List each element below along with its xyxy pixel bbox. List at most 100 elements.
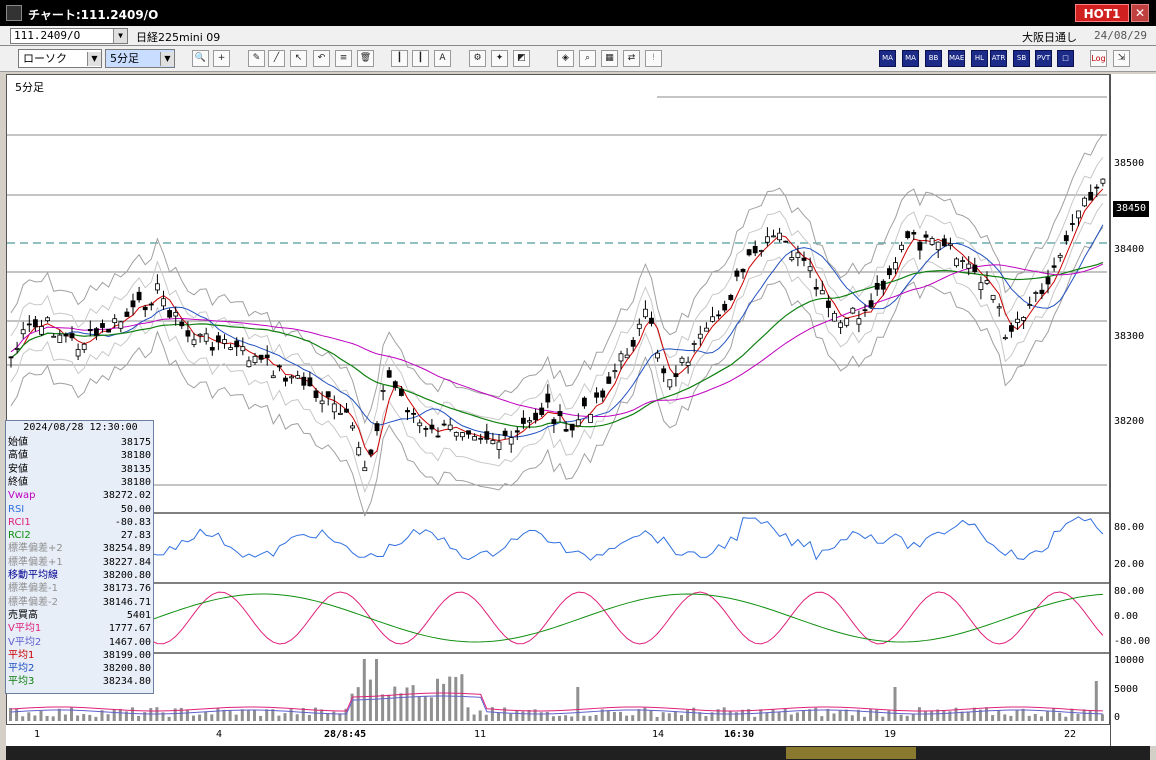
chevron-down-icon[interactable]: ▼: [160, 52, 174, 66]
data-panel-row: RCI2 27.83: [6, 529, 155, 542]
price-axis: 38500 38450 38400 38300 38200 80.00 20.0…: [1110, 74, 1156, 746]
chart-type-select[interactable]: ローソク ▼: [18, 49, 102, 68]
candle-body: [929, 238, 935, 245]
candle-body: [746, 249, 752, 256]
candle-body: [490, 440, 496, 445]
close-icon[interactable]: ✕: [1131, 4, 1149, 22]
candle-alt-icon[interactable]: ┃: [412, 50, 429, 67]
candle-body: [728, 295, 734, 300]
crosshair-icon[interactable]: +: [213, 50, 230, 67]
volume-bar: [789, 714, 793, 721]
candle-body: [887, 268, 892, 276]
candle-body: [1082, 197, 1087, 207]
chart-canvas[interactable]: [7, 75, 1110, 725]
zoom-icon[interactable]: 🔍: [192, 50, 209, 67]
volume-bar: [966, 711, 970, 721]
volume-bar: [15, 708, 19, 721]
candle-body: [1045, 277, 1051, 285]
candle-body: [1027, 304, 1033, 307]
color-icon[interactable]: ◩: [513, 50, 530, 67]
rsi-tick: 80.00: [1114, 522, 1145, 533]
interval-select[interactable]: 5分足 ▼: [105, 49, 175, 68]
chevron-down-icon[interactable]: ▼: [113, 29, 127, 43]
volume-bar: [344, 708, 348, 721]
toggle-log-icon[interactable]: Log: [1090, 50, 1107, 67]
candle-body: [313, 390, 319, 398]
data-panel-value: 38272.02: [102, 490, 151, 502]
candle-body: [209, 347, 215, 351]
candle-body: [289, 376, 295, 379]
volume-bar: [948, 711, 952, 721]
volume-bar: [246, 710, 250, 721]
candle-body: [435, 435, 441, 438]
candle-body: [704, 327, 709, 332]
layout-icon[interactable]: ▦: [601, 50, 618, 67]
chevron-down-icon[interactable]: ▼: [87, 52, 101, 66]
toggle-bb-icon[interactable]: BB: [925, 50, 942, 67]
candle-body: [447, 424, 453, 430]
compare-icon[interactable]: ⇄: [623, 50, 640, 67]
volume-bar: [375, 659, 378, 721]
toggle-hl-icon[interactable]: HL: [971, 50, 988, 67]
volume-bar: [460, 674, 464, 721]
data-panel-value: 38200.80: [102, 663, 151, 675]
toggle-ma2-icon[interactable]: MA: [902, 50, 919, 67]
overview-scrollbar[interactable]: [6, 746, 1150, 760]
pen-icon[interactable]: ✎: [248, 50, 265, 67]
alert-icon[interactable]: ◈: [557, 50, 574, 67]
volume-bar: [490, 707, 494, 721]
toggle-pvt-icon[interactable]: PVT: [1035, 50, 1052, 67]
scroll-thumb[interactable]: [786, 747, 916, 759]
candle-body: [575, 419, 581, 427]
candle-body: [521, 417, 526, 424]
data-panel-key: V平均1: [8, 623, 42, 635]
trash-icon[interactable]: 🗑: [357, 50, 374, 67]
data-panel-value: 38180: [120, 450, 151, 462]
time-tick: 22: [1064, 729, 1077, 740]
volume-bar: [1064, 716, 1068, 721]
chart-type-value: ローソク: [23, 52, 67, 65]
volume-bar: [198, 714, 202, 721]
note-icon[interactable]: ≡: [335, 50, 352, 67]
toggle-mae-icon[interactable]: MAE: [948, 50, 965, 67]
volume-bar: [283, 713, 287, 721]
rsi-line: [10, 516, 1104, 561]
settings-icon[interactable]: ⚙: [469, 50, 486, 67]
data-panel-row: 始値 38175: [6, 436, 155, 449]
toggle-box-icon[interactable]: □: [1057, 50, 1074, 67]
candle-body: [966, 263, 972, 269]
volume-bar: [600, 709, 604, 721]
data-panel-key: Vwap: [8, 490, 36, 502]
line-tool-icon[interactable]: ╱: [268, 50, 285, 67]
candle-body: [124, 311, 130, 317]
toggle-atr-icon[interactable]: ATR: [990, 50, 1007, 67]
data-panel-key: 標準偏差+1: [8, 556, 63, 568]
candle-body: [545, 393, 551, 403]
search-icon[interactable]: ⌕: [579, 50, 596, 67]
wrench-icon[interactable]: ✦: [491, 50, 508, 67]
candle-body: [356, 447, 362, 456]
all-icon[interactable]: A: [434, 50, 451, 67]
volume-bar: [588, 715, 592, 721]
cursor-icon[interactable]: ↖: [290, 50, 307, 67]
data-panel-value: 38254.89: [102, 543, 151, 555]
toggle-sb-icon[interactable]: SB: [1013, 50, 1030, 67]
volume-bar: [417, 696, 421, 721]
toggle-ma-icon[interactable]: MA: [879, 50, 896, 67]
data-panel-value: 38199.00: [102, 649, 151, 661]
candle-icon[interactable]: ┃: [391, 50, 408, 67]
candle-body: [795, 252, 801, 258]
candle-body: [45, 317, 50, 322]
volume-bar: [350, 693, 354, 721]
candle-body: [87, 329, 93, 332]
symbol-select[interactable]: 111.2409/O ▼: [10, 28, 128, 44]
volume-bar: [716, 709, 720, 721]
chart-area[interactable]: 5分足: [6, 74, 1110, 746]
info-icon[interactable]: !: [645, 50, 662, 67]
export-icon[interactable]: ⇲: [1113, 50, 1130, 67]
volume-bar: [240, 709, 244, 721]
undo-icon[interactable]: ↶: [313, 50, 330, 67]
volume-bar: [1100, 714, 1104, 721]
hot-button[interactable]: HOT1: [1075, 4, 1129, 22]
candle-body: [81, 343, 87, 350]
